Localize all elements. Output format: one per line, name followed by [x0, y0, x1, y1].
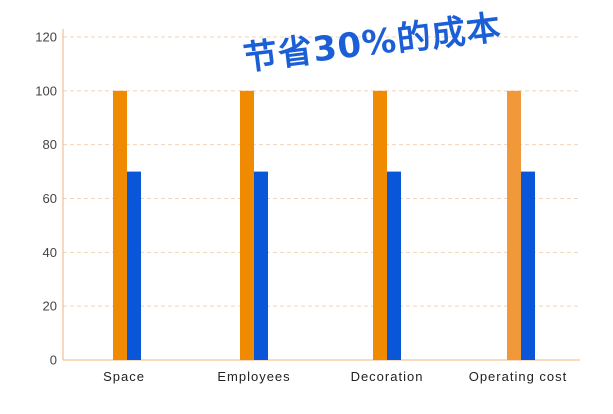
- y-tick-label: 80: [43, 137, 57, 152]
- chart-title: 节省30%的成本: [241, 8, 503, 79]
- y-tick-label: 20: [43, 299, 57, 314]
- x-category-label: Space: [103, 369, 145, 384]
- x-category-labels: Space Employees Decoration Operating cost: [103, 369, 568, 384]
- y-tick-label: 120: [35, 30, 57, 45]
- bars: [113, 90, 535, 360]
- bar-series-1-operating-cost: [507, 90, 521, 360]
- grid-lines: [63, 36, 580, 307]
- bar-series-2-operating-cost: [521, 171, 535, 360]
- bar-series-1-space: [113, 90, 127, 360]
- bar-series-2-employees: [254, 171, 268, 360]
- y-tick-label: 60: [43, 191, 57, 206]
- y-tick-label: 0: [50, 353, 57, 368]
- bar-series-1-employees: [240, 90, 254, 360]
- axes: [62, 29, 580, 361]
- x-category-label: Operating cost: [469, 369, 568, 384]
- y-tick-label: 100: [35, 83, 57, 98]
- bar-series-1-decoration: [373, 90, 387, 360]
- bar-series-2-space: [127, 171, 141, 360]
- bar-series-2-decoration: [387, 171, 401, 360]
- y-tick-label: 40: [43, 245, 57, 260]
- x-category-label: Employees: [217, 369, 290, 384]
- y-tick-labels: 0 20 40 60 80 100 120: [35, 30, 57, 368]
- x-category-label: Decoration: [351, 369, 424, 384]
